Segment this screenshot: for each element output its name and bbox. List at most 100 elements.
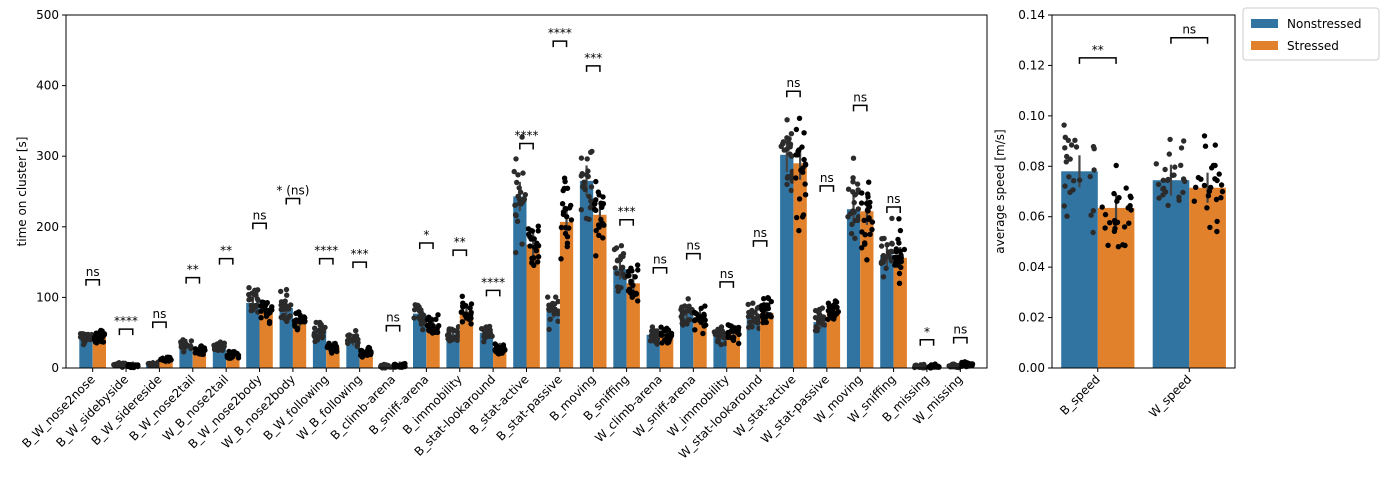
data-point [178,344,184,350]
data-point [519,241,525,247]
data-point [679,316,685,322]
significance-label-22: ns [820,171,834,185]
legend-swatch-nonstressed [1251,19,1278,28]
data-point [701,312,707,319]
y-tick-label: 500 [36,8,59,22]
data-point [1202,143,1209,149]
data-point [555,298,561,305]
data-point [1107,220,1113,226]
data-point [333,346,340,352]
significance-label-0: ** [1092,43,1104,57]
bar-nonstressed-14 [546,310,560,368]
y-tick-label: 0 [51,361,59,375]
data-point [384,362,390,368]
legend: Nonstressed Stressed [1242,7,1380,61]
significance-bracket-16 [619,218,635,226]
data-point [611,246,618,253]
data-point [515,193,521,199]
data-point [418,311,425,317]
data-point [460,300,466,306]
data-point [785,174,791,180]
data-point [547,316,553,322]
data-point [731,334,737,341]
data-point [812,327,819,334]
data-point [585,168,591,174]
data-point [284,292,290,298]
significance-bracket-1 [1170,36,1209,44]
data-point [321,325,328,331]
data-point [535,243,542,249]
significance-bracket-7 [318,257,334,265]
data-point [895,236,901,243]
data-point [765,305,772,312]
data-point [512,212,519,218]
data-point [893,246,899,252]
data-point [1181,138,1187,144]
data-point [659,340,665,346]
data-point [492,347,498,353]
data-point [593,207,599,213]
data-point [1219,188,1226,195]
data-point [889,249,895,255]
data-point [599,204,605,210]
data-point [345,332,351,339]
data-point [614,284,621,290]
data-point [1112,225,1118,232]
data-point [725,329,731,336]
data-point [734,327,740,334]
data-point [468,321,474,327]
data-point [658,324,664,330]
data-point [880,274,887,280]
data-point [255,297,261,303]
data-point [1214,218,1220,225]
data-point [788,187,794,194]
data-point [800,165,806,171]
y-tick-label: 300 [36,149,59,163]
right-plot: ** ns 0.00 0.02 0.04 0.06 0.08 0.10 0.12 0.14 B_sp… [993,8,1236,420]
data-point [568,202,574,209]
data-point [1114,198,1120,204]
data-point [100,339,107,345]
data-point [579,171,585,177]
data-point [584,156,590,162]
data-point [747,319,753,325]
data-point [182,338,188,344]
data-point [1167,136,1173,143]
bar-stressed-1 [1189,187,1226,368]
x-tick-label-0: B_speed [1057,372,1103,418]
data-point [686,303,692,309]
data-point [749,313,755,319]
data-point [697,317,703,324]
data-point [514,218,521,224]
data-point [867,231,873,237]
data-point [831,304,837,311]
data-point [1207,224,1213,231]
significance-bracket-21 [786,90,801,98]
legend-label-nonstressed: Nonstressed [1287,17,1361,31]
data-point [1204,205,1210,211]
data-point [1077,177,1083,183]
data-point [1214,228,1220,235]
significance-label-9: ns [386,311,400,325]
data-point [702,303,708,309]
data-point [529,255,535,261]
data-point [831,313,838,319]
bar-stressed-20 [760,312,774,368]
data-point [564,243,570,250]
data-point [1218,195,1224,201]
data-point [467,305,473,311]
data-point [612,265,618,271]
significance-bracket-19 [719,281,735,288]
data-point [535,223,541,229]
significance-label-24: ns [887,192,901,206]
data-point [852,235,858,241]
significance-label-23: ns [853,90,867,104]
data-point [716,333,723,340]
data-point [869,226,875,233]
data-point [366,345,373,351]
significance-label-15: *** [584,51,602,65]
significance-bracket-6 [285,197,301,205]
data-point [596,232,602,238]
data-point [562,230,569,237]
significance-label-1: ns [1182,23,1196,37]
